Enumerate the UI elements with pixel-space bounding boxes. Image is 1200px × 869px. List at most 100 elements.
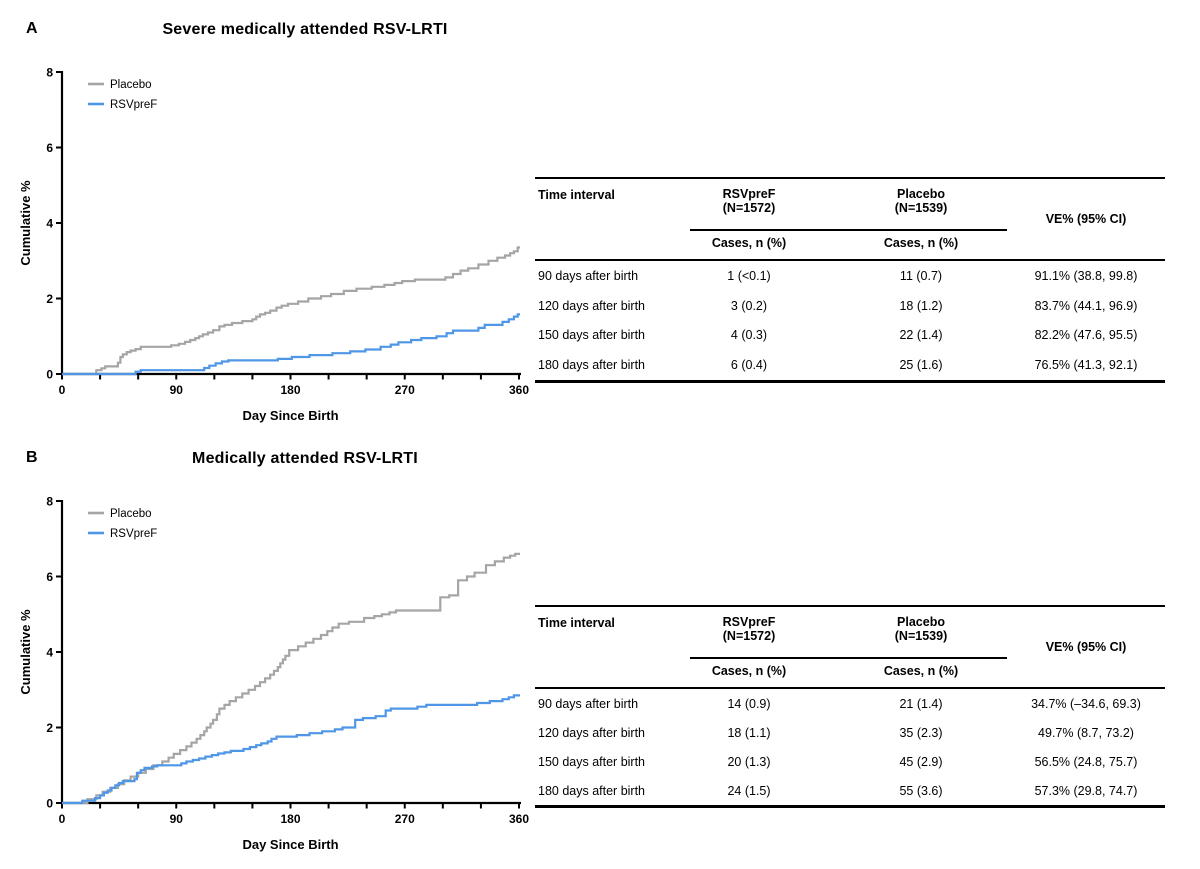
y-tick-label: 8 bbox=[46, 66, 53, 80]
panel-a: 0 2 4 6 8 0 90 180 270 360 Day Since Birth Cumulati… bbox=[18, 20, 1165, 423]
y-tick-label: 4 bbox=[46, 646, 53, 660]
table-cell: 120 days after birth bbox=[538, 298, 646, 313]
col-header-placebo-n: (N=1539) bbox=[894, 629, 948, 643]
table-row: 180 days after birth 6 (0.4) 25 (1.6) 76.5%… bbox=[535, 350, 1165, 380]
y-tick-label: 4 bbox=[46, 217, 53, 231]
y-tick-label: 6 bbox=[46, 570, 53, 584]
x-tick-label: 180 bbox=[280, 383, 300, 397]
table-cell: 90 days after birth bbox=[538, 268, 639, 283]
table-cell: 120 days after birth bbox=[538, 725, 646, 740]
table-cell: 83.7% (44.1, 96.9) bbox=[1034, 298, 1138, 313]
table-cell: 20 (1.3) bbox=[727, 754, 771, 769]
table-b-body: 90 days after birth 14 (0.9) 21 (1.4) 34.7%… bbox=[535, 689, 1165, 805]
table-cell: 35 (2.3) bbox=[899, 725, 943, 740]
panel-b: 0 2 4 6 8 0 90 180 270 360 Day Since Birth Cumulati… bbox=[0, 429, 1200, 869]
x-tick-label: 180 bbox=[280, 812, 300, 826]
table-cell: 45 (2.9) bbox=[899, 754, 943, 769]
table-cell: 24 (1.5) bbox=[727, 783, 771, 798]
table-cell: 180 days after birth bbox=[538, 783, 646, 798]
col-header-time-interval: Time interval bbox=[538, 616, 615, 630]
table-cell: 25 (1.6) bbox=[899, 357, 943, 372]
table-row: 150 days after birth 4 (0.3) 22 (1.4) 82.2%… bbox=[535, 320, 1165, 350]
table-cell: 90 days after birth bbox=[538, 696, 639, 711]
x-tick-label: 0 bbox=[59, 812, 66, 826]
table-b-header: Time interval RSVpreF (N=1572) Placebo (… bbox=[535, 607, 1165, 689]
y-tick-label: 0 bbox=[46, 797, 53, 811]
x-tick-label: 360 bbox=[509, 383, 529, 397]
table-a-body: 90 days after birth 1 (<0.1) 11 (0.7) 91.1%… bbox=[535, 261, 1165, 380]
panel-a-title: Severe medically attended RSV-LRTI bbox=[162, 21, 448, 38]
subheader-cases-placebo: Cases, n (%) bbox=[883, 664, 959, 678]
col-header-placebo-n: (N=1539) bbox=[894, 201, 948, 215]
legend-label-placebo: Placebo bbox=[110, 508, 152, 520]
table-row: 150 days after birth 20 (1.3) 45 (2.9) 56.5… bbox=[535, 747, 1165, 776]
table-row: 120 days after birth 18 (1.1) 35 (2.3) 49.7… bbox=[535, 718, 1165, 747]
table-a-header: Time interval RSVpreF (N=1572) Placebo (… bbox=[535, 179, 1165, 261]
y-tick-label: 6 bbox=[46, 141, 53, 155]
table-cell: 18 (1.2) bbox=[899, 298, 943, 313]
table-cell: 6 (0.4) bbox=[730, 357, 768, 372]
y-axis-title: Cumulative % bbox=[18, 180, 33, 266]
table-cell: 55 (3.6) bbox=[899, 783, 943, 798]
col-header-placebo-name: Placebo bbox=[897, 187, 945, 201]
table-cell: 3 (0.2) bbox=[730, 298, 768, 313]
table-cell: 18 (1.1) bbox=[727, 725, 771, 740]
x-axis-title: Day Since Birth bbox=[242, 408, 338, 423]
col-header-rsvpref-name: RSVpreF bbox=[722, 615, 776, 629]
col-header-time-interval: Time interval bbox=[538, 188, 615, 202]
table-cell: 57.3% (29.8, 74.7) bbox=[1034, 783, 1138, 798]
table-cell: 76.5% (41.3, 92.1) bbox=[1034, 357, 1138, 372]
col-header-rsvpref-n: (N=1572) bbox=[722, 201, 776, 215]
x-tick-label: 90 bbox=[170, 812, 184, 826]
panel-a-label: A bbox=[26, 20, 38, 37]
table-cell: 56.5% (24.8, 75.7) bbox=[1034, 754, 1138, 769]
col-header-rsvpref: RSVpreF (N=1572) bbox=[663, 179, 835, 229]
table-cell: 21 (1.4) bbox=[899, 696, 943, 711]
rsvpref-curve bbox=[62, 313, 520, 376]
col-header-rsvpref-n: (N=1572) bbox=[722, 629, 776, 643]
panel-b-label: B bbox=[26, 449, 38, 466]
y-tick-label: 2 bbox=[46, 292, 53, 306]
col-header-ve: VE% (95% CI) bbox=[1045, 640, 1127, 654]
table-cell: 91.1% (38.8, 99.8) bbox=[1034, 268, 1138, 283]
results-table-b: Time interval RSVpreF (N=1572) Placebo (… bbox=[535, 605, 1165, 808]
table-row: 90 days after birth 14 (0.9) 21 (1.4) 34.7%… bbox=[535, 689, 1165, 718]
table-cell: 11 (0.7) bbox=[899, 268, 943, 283]
x-tick-label: 90 bbox=[170, 383, 184, 397]
table-cell: 82.2% (47.6, 95.5) bbox=[1034, 328, 1138, 343]
table-cell: 34.7% (–34.6, 69.3) bbox=[1031, 696, 1141, 711]
header-partial-rule bbox=[690, 229, 1007, 231]
panel-b-title: Medically attended RSV-LRTI bbox=[192, 450, 418, 467]
table-cell: 14 (0.9) bbox=[727, 696, 771, 711]
col-header-rsvpref-name: RSVpreF bbox=[722, 187, 776, 201]
col-header-rsvpref: RSVpreF (N=1572) bbox=[663, 607, 835, 657]
subheader-cases-placebo: Cases, n (%) bbox=[883, 236, 959, 250]
y-axis-title: Cumulative % bbox=[18, 609, 33, 695]
table-cell: 49.7% (8.7, 73.2) bbox=[1038, 725, 1134, 740]
col-header-placebo: Placebo (N=1539) bbox=[835, 179, 1007, 229]
table-cell: 4 (0.3) bbox=[730, 328, 768, 343]
x-tick-label: 270 bbox=[395, 812, 415, 826]
x-tick-label: 270 bbox=[395, 383, 415, 397]
x-axis-title: Day Since Birth bbox=[242, 837, 338, 852]
col-header-placebo-name: Placebo bbox=[897, 615, 945, 629]
table-cell: 150 days after birth bbox=[538, 328, 646, 343]
table-cell: 180 days after birth bbox=[538, 357, 646, 372]
table-cell: 22 (1.4) bbox=[899, 328, 943, 343]
placebo-curve bbox=[62, 552, 520, 805]
subheader-cases-rsvpref: Cases, n (%) bbox=[711, 664, 787, 678]
placebo-curve bbox=[62, 246, 520, 376]
chart-a-svg: 0 2 4 6 8 0 90 180 270 360 Day Since Birth Cumulati… bbox=[18, 66, 529, 424]
table-row: 120 days after birth 3 (0.2) 18 (1.2) 83.7%… bbox=[535, 291, 1165, 321]
table-cell: 1 (<0.1) bbox=[727, 268, 771, 283]
table-row: 180 days after birth 24 (1.5) 55 (3.6) 57.3… bbox=[535, 776, 1165, 805]
results-table-a: Time interval RSVpreF (N=1572) Placebo (… bbox=[535, 177, 1165, 383]
rsvpref-curve bbox=[62, 694, 520, 805]
legend-label-placebo: Placebo bbox=[110, 79, 152, 91]
col-header-ve: VE% (95% CI) bbox=[1045, 212, 1127, 226]
legend-label-rsvpref: RSVpreF bbox=[110, 528, 157, 540]
legend-label-rsvpref: RSVpreF bbox=[110, 99, 157, 111]
col-header-placebo: Placebo (N=1539) bbox=[835, 607, 1007, 657]
header-partial-rule bbox=[690, 657, 1007, 659]
